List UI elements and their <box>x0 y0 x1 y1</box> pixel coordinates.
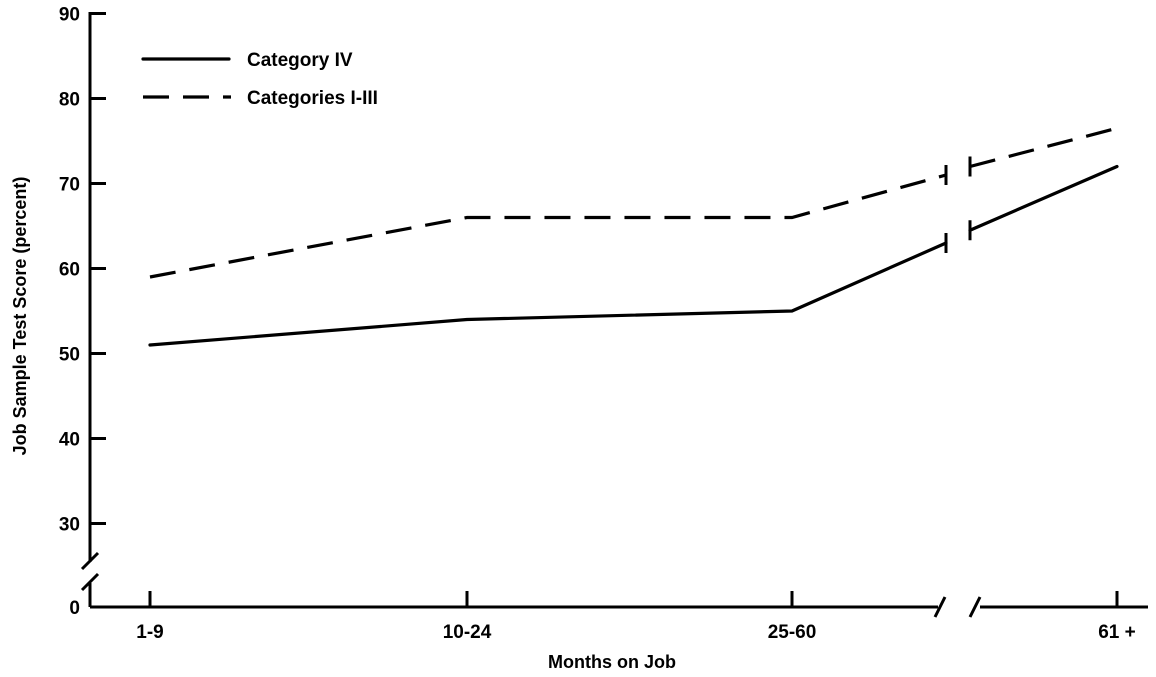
x-axis-title: Months on Job <box>548 652 676 672</box>
y-tick-label: 90 <box>59 5 80 26</box>
x-tick-label: 61 + <box>1098 622 1136 643</box>
legend: Category IV Categories I-III <box>141 50 378 109</box>
series-line-categories-i-iii-left <box>149 173 947 279</box>
y-axis-title: Job Sample Test Score (percent) <box>10 177 30 456</box>
series-line-category-iv-right <box>968 164 1119 232</box>
axes: 0 30 40 50 60 70 80 90 1-9 10-24 25-60 61 + <box>59 5 1148 643</box>
y-tick-label: 60 <box>59 260 80 281</box>
x-tick-label: 10-24 <box>443 622 492 643</box>
y-tick-label: 40 <box>59 430 80 451</box>
y-axis-break-mark-lower <box>80 572 100 592</box>
x-tick-label: 1-9 <box>136 622 163 643</box>
x-tick-label: 25-60 <box>768 622 817 643</box>
legend-label-category-iv: Category IV <box>247 50 353 71</box>
series-line-categories-i-iii-right <box>969 126 1118 169</box>
x-axis-break-mark-right <box>968 596 982 618</box>
y-tick-label: 80 <box>59 90 80 111</box>
legend-label-categories-i-iii: Categories I-III <box>247 88 378 109</box>
series-line-category-iv-left <box>148 241 948 347</box>
x-axis-break-mark-left <box>933 596 947 618</box>
y-tick-label: 70 <box>59 175 80 196</box>
y-tick-label: 50 <box>59 345 80 366</box>
y-tick-label: 0 <box>69 598 80 619</box>
y-axis-break-mark-upper <box>80 551 100 571</box>
y-axis-line-upper <box>88 12 106 562</box>
y-tick-label: 30 <box>59 515 80 536</box>
series-lines <box>148 126 1119 347</box>
